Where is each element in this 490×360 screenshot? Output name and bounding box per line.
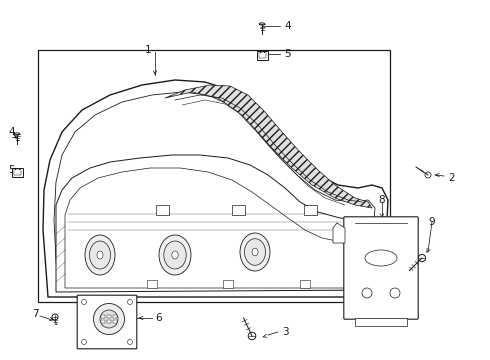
Circle shape xyxy=(418,255,426,262)
Text: 5: 5 xyxy=(8,165,15,175)
Ellipse shape xyxy=(172,251,178,259)
Bar xyxy=(101,315,105,318)
Circle shape xyxy=(52,314,58,320)
Polygon shape xyxy=(355,318,407,326)
Bar xyxy=(256,50,268,59)
Circle shape xyxy=(425,172,431,178)
Polygon shape xyxy=(333,223,345,243)
FancyBboxPatch shape xyxy=(344,217,418,319)
Text: 7: 7 xyxy=(32,309,39,319)
Bar xyxy=(101,320,105,323)
Ellipse shape xyxy=(97,251,103,259)
Bar xyxy=(259,52,266,58)
Ellipse shape xyxy=(164,241,186,269)
Polygon shape xyxy=(56,155,378,292)
Text: 5: 5 xyxy=(284,49,291,59)
Text: 6: 6 xyxy=(155,313,162,323)
Text: 8: 8 xyxy=(378,195,385,205)
Ellipse shape xyxy=(245,239,266,265)
Bar xyxy=(231,205,245,215)
Bar xyxy=(155,205,169,215)
Text: 1: 1 xyxy=(145,45,151,55)
Bar xyxy=(113,315,117,318)
Bar xyxy=(223,280,233,288)
Text: 2: 2 xyxy=(448,173,455,183)
Text: 4: 4 xyxy=(8,127,15,137)
Bar xyxy=(107,320,111,323)
Bar xyxy=(147,280,157,288)
Ellipse shape xyxy=(240,233,270,271)
Bar xyxy=(303,205,317,215)
Circle shape xyxy=(248,332,256,340)
Bar xyxy=(11,167,23,176)
Bar xyxy=(300,280,310,288)
Ellipse shape xyxy=(14,133,20,135)
Ellipse shape xyxy=(252,248,258,256)
Circle shape xyxy=(100,310,118,328)
Bar xyxy=(107,315,111,318)
Bar xyxy=(38,50,390,302)
Ellipse shape xyxy=(85,235,115,275)
Ellipse shape xyxy=(259,23,265,25)
Text: 9: 9 xyxy=(428,217,435,227)
Polygon shape xyxy=(43,80,388,297)
Ellipse shape xyxy=(159,235,191,275)
Text: 4: 4 xyxy=(284,21,291,31)
Ellipse shape xyxy=(90,241,111,269)
Bar xyxy=(113,320,117,323)
Circle shape xyxy=(94,303,124,334)
FancyBboxPatch shape xyxy=(77,295,137,349)
Bar xyxy=(14,169,21,175)
Polygon shape xyxy=(165,85,372,208)
Text: 3: 3 xyxy=(282,327,289,337)
